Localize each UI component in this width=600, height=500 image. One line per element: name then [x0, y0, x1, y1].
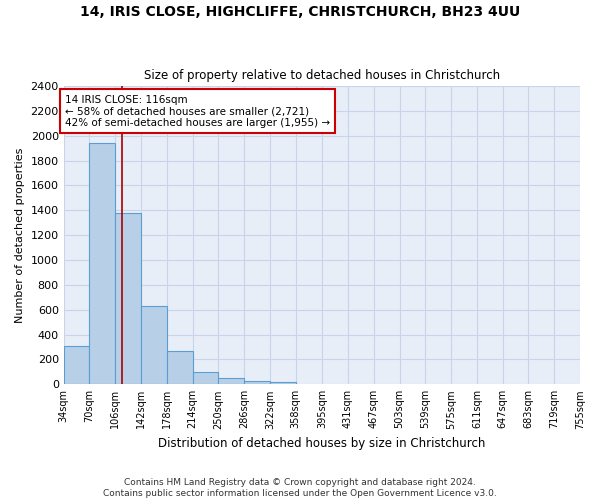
Title: Size of property relative to detached houses in Christchurch: Size of property relative to detached ho…	[144, 69, 500, 82]
Bar	[218, 378, 244, 384]
Text: Contains HM Land Registry data © Crown copyright and database right 2024.
Contai: Contains HM Land Registry data © Crown c…	[103, 478, 497, 498]
Text: 14 IRIS CLOSE: 116sqm
← 58% of detached houses are smaller (2,721)
42% of semi-d: 14 IRIS CLOSE: 116sqm ← 58% of detached …	[65, 94, 330, 128]
Bar	[89, 143, 115, 384]
Bar	[64, 346, 89, 385]
Text: 14, IRIS CLOSE, HIGHCLIFFE, CHRISTCHURCH, BH23 4UU: 14, IRIS CLOSE, HIGHCLIFFE, CHRISTCHURCH…	[80, 5, 520, 19]
Bar	[141, 306, 167, 384]
Bar	[244, 380, 270, 384]
Bar	[167, 350, 193, 384]
X-axis label: Distribution of detached houses by size in Christchurch: Distribution of detached houses by size …	[158, 437, 485, 450]
Y-axis label: Number of detached properties: Number of detached properties	[15, 148, 25, 323]
Bar	[115, 212, 141, 384]
Bar	[270, 382, 296, 384]
Bar	[193, 372, 218, 384]
